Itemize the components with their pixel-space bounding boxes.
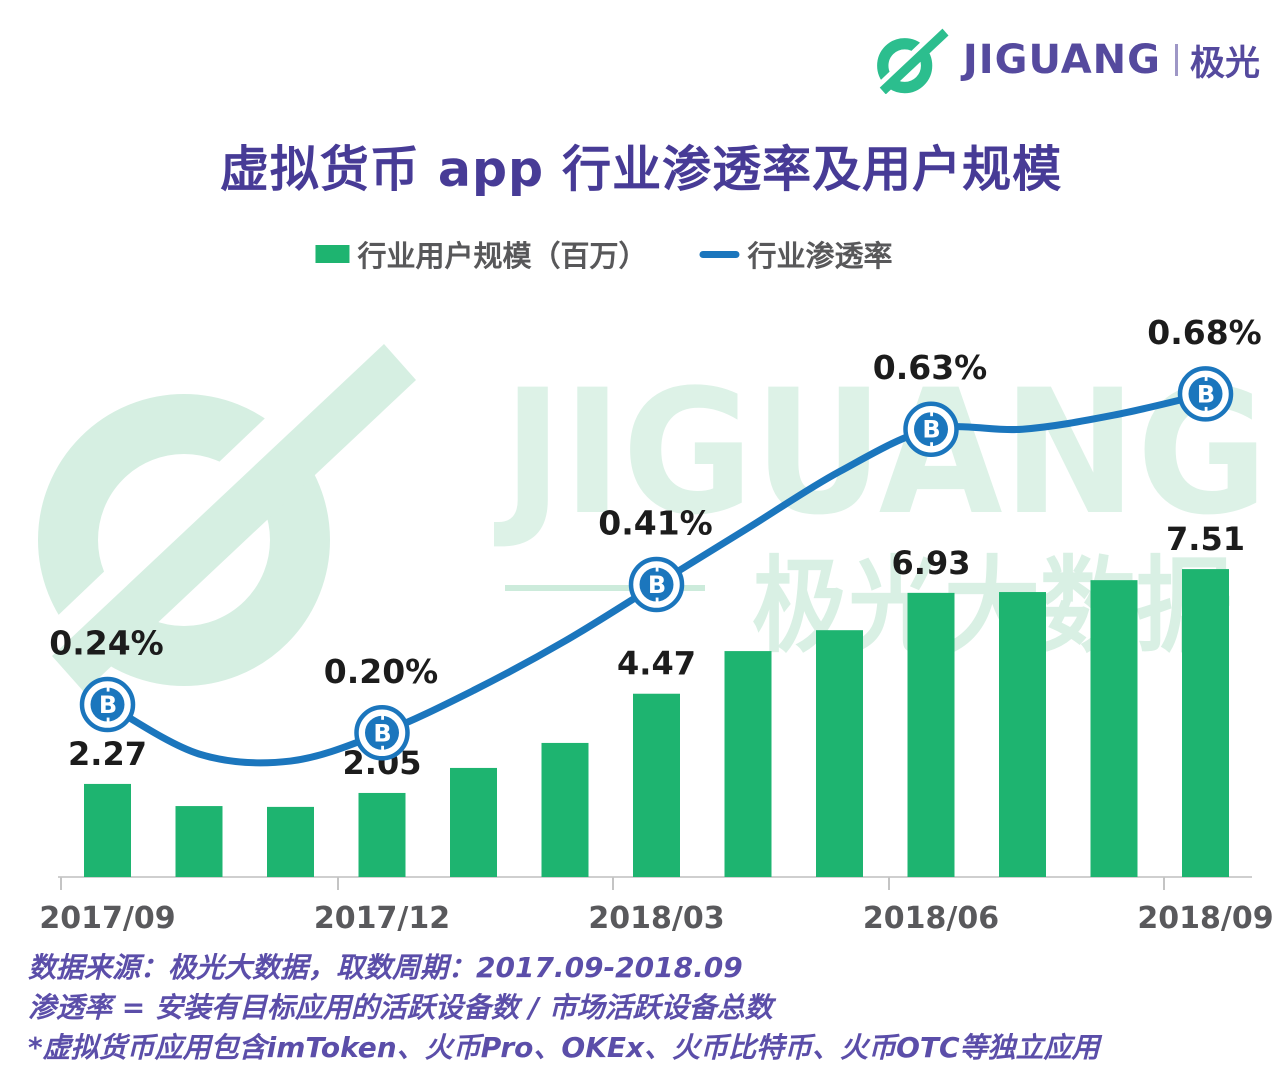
bitcoin-b-glyph: B (1197, 380, 1215, 408)
bar-2018/09 (1182, 569, 1229, 877)
bar-2017/09 (84, 783, 131, 877)
legend-swatch-bars (315, 245, 350, 263)
penetration-value-label: 0.20% (324, 652, 439, 691)
bitcoin-marker-2018/09: B (1177, 366, 1234, 422)
chart-legend: 行业用户规模（百万） 行业渗透率 (315, 233, 893, 275)
penetration-value-label: 0.41% (598, 504, 713, 543)
x-axis-label-2018/03: 2018/03 (588, 901, 724, 936)
x-axis-label-2017/09: 2017/09 (39, 901, 175, 936)
bitcoin-marker-2017/12: B (354, 705, 410, 761)
legend-item-line: 行业渗透率 (699, 233, 893, 275)
brand-divider (1174, 44, 1178, 76)
chart-layer: 2.27 2.054.476.937.51B0.24%B0.20%B0.41%B0… (39, 313, 1273, 936)
bar-2018/08 (1090, 580, 1138, 877)
footnotes: 数据来源：极光大数据，取数周期：2017.09-2018.09 渗透率 = 安装… (28, 948, 1100, 1068)
bitcoin-marker-2018/03: B (628, 556, 685, 613)
brand-name-cn: 极光 (1189, 43, 1260, 84)
bar-value-label: 7.51 (1166, 520, 1245, 558)
page-title: 虚拟货币 app 行业渗透率及用户规模 (219, 141, 1063, 198)
footnote-source: 数据来源：极光大数据，取数周期：2017.09-2018.09 (28, 951, 743, 984)
watermark-dash (505, 585, 705, 591)
legend-item-bars: 行业用户规模（百万） (315, 233, 648, 275)
bar-2018/02 (541, 742, 589, 877)
bitcoin-marker-2018/06: B (903, 401, 959, 457)
legend-label-bars: 行业用户规模（百万） (357, 239, 648, 273)
bar-2018/05 (816, 630, 863, 877)
bitcoin-b-glyph: B (922, 416, 940, 444)
bitcoin-b-glyph: B (99, 691, 117, 719)
bar-2017/12 (358, 792, 406, 877)
bar-2017/11 (267, 806, 314, 877)
penetration-value-label: 0.63% (873, 348, 988, 387)
bitcoin-b-glyph: B (648, 571, 666, 599)
footnote-apps: *虚拟货币应用包含imToken、火币Pro、OKEx、火币比特币、火币OTC等… (28, 1031, 1100, 1064)
bar-2018/01 (450, 767, 497, 877)
x-axis-label-2018/06: 2018/06 (863, 901, 999, 936)
brand-name: JIGUANG (962, 37, 1161, 83)
watermark-logo-icon (0, 285, 452, 735)
bar-value-label: 4.47 (617, 645, 696, 683)
bar-2017/10 (175, 806, 223, 877)
bar-2018/07 (999, 592, 1046, 877)
x-axis-label-2018/09: 2018/09 (1137, 901, 1273, 936)
bitcoin-b-glyph: B (373, 719, 391, 747)
watermark: JIGUANG 极光大数据 (0, 285, 1268, 735)
footnote-definition: 渗透率 = 安装有目标应用的活跃设备数 / 市场活跃设备总数 (28, 991, 773, 1024)
bar-value-label: 6.93 (892, 544, 971, 582)
jiguang-logo-icon (874, 26, 951, 94)
bar-value-label: 2.27 (68, 735, 147, 773)
bar-2018/03 (633, 693, 680, 877)
brand-logo: JIGUANG 极光 (874, 26, 1260, 94)
penetration-value-label: 0.68% (1147, 313, 1262, 352)
bitcoin-marker-2017/09: B (79, 676, 136, 733)
bar-2018/04 (724, 651, 772, 877)
legend-label-line: 行业渗透率 (747, 239, 893, 273)
penetration-value-label: 0.24% (49, 624, 164, 663)
legend-swatch-line (699, 250, 740, 258)
bar-2018/06 (907, 592, 955, 877)
x-axis-label-2017/12: 2017/12 (314, 901, 450, 936)
